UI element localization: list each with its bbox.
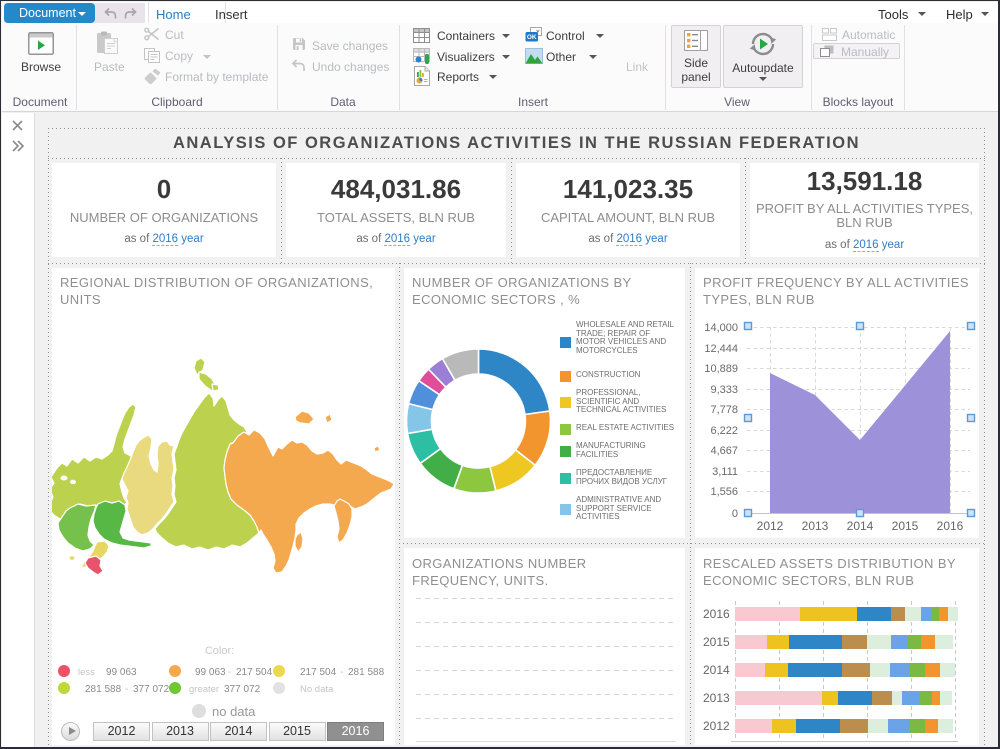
svg-text:6,222: 6,222 [710,425,738,437]
svg-text:217 504: 217 504 [236,667,273,678]
svg-text:2015: 2015 [892,519,919,533]
svg-text:2013: 2013 [802,519,829,533]
svg-text:7,778: 7,778 [710,404,738,416]
svg-text:377 072: 377 072 [224,684,261,695]
svg-text:less: less [78,667,95,678]
svg-text:3,111: 3,111 [712,466,738,478]
svg-text:-: - [340,667,343,678]
svg-text:2014: 2014 [703,663,730,677]
svg-text:2012: 2012 [703,719,730,733]
svg-text:2014: 2014 [847,519,874,533]
svg-text:9,333: 9,333 [710,384,738,396]
svg-text:99 063: 99 063 [106,667,137,678]
svg-text:2013: 2013 [703,691,730,705]
svg-text:-: - [125,684,128,695]
svg-text:217 504: 217 504 [300,667,337,678]
svg-text:greater: greater [189,684,219,695]
svg-text:1,556: 1,556 [710,486,738,498]
svg-text:OK: OK [527,34,537,41]
svg-text:0: 0 [732,508,738,520]
svg-text:99 063: 99 063 [195,667,226,678]
svg-text:-: - [228,667,231,678]
svg-text:2016: 2016 [937,519,964,533]
svg-text:14,000: 14,000 [704,322,738,334]
svg-text:2015: 2015 [703,635,730,649]
svg-text:2016: 2016 [703,607,730,621]
svg-text:10,889: 10,889 [704,363,738,375]
svg-text:2012: 2012 [757,519,784,533]
svg-text:No data: No data [300,684,334,695]
svg-text:12,444: 12,444 [704,343,738,355]
svg-text:4,667: 4,667 [710,445,738,457]
svg-text:377 072: 377 072 [133,684,170,695]
svg-text:281 588: 281 588 [348,667,385,678]
svg-text:281 588: 281 588 [85,684,122,695]
